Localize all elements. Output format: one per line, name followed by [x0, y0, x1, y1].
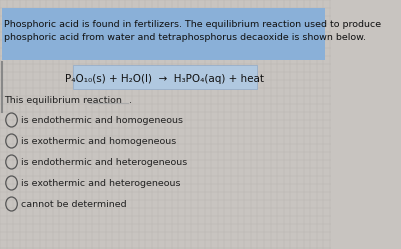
FancyBboxPatch shape: [73, 65, 257, 89]
Text: .: .: [129, 96, 132, 105]
Text: This equilibrium reaction: This equilibrium reaction: [4, 96, 122, 105]
Text: Phosphoric acid is found in fertilizers. The equilibrium reaction used to produc: Phosphoric acid is found in fertilizers.…: [4, 20, 381, 29]
Text: is exothermic and homogeneous: is exothermic and homogeneous: [21, 137, 177, 146]
Text: P₄O₁₀(s) + H₂O(l)  →  H₃PO₄(aq) + heat: P₄O₁₀(s) + H₂O(l) → H₃PO₄(aq) + heat: [65, 74, 265, 84]
Text: is endothermic and homogeneous: is endothermic and homogeneous: [21, 116, 183, 125]
Text: is endothermic and heterogeneous: is endothermic and heterogeneous: [21, 158, 188, 167]
FancyBboxPatch shape: [2, 8, 325, 60]
Text: phosphoric acid from water and tetraphosphorus decaoxide is shown below.: phosphoric acid from water and tetraphos…: [4, 33, 366, 42]
Text: is exothermic and heterogeneous: is exothermic and heterogeneous: [21, 179, 181, 188]
Text: cannot be determined: cannot be determined: [21, 200, 127, 209]
